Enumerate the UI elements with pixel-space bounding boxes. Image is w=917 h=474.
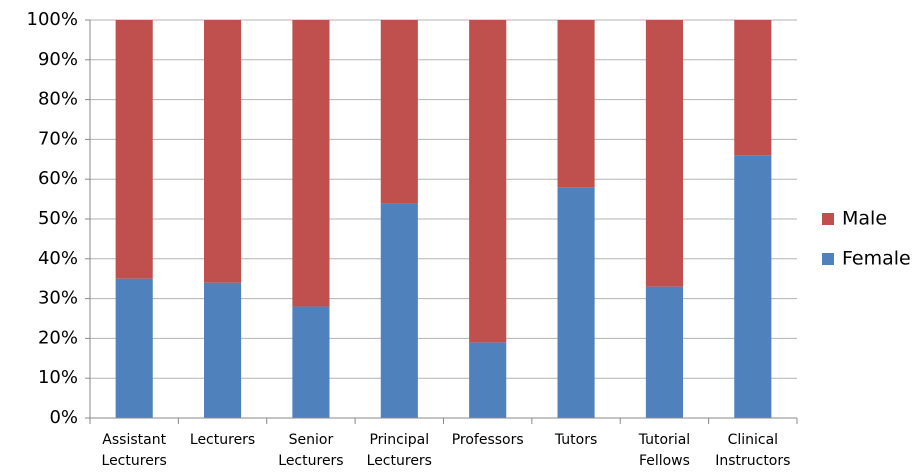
x-tick-label: Senior Lecturers — [278, 432, 344, 469]
bar-segment — [292, 306, 330, 418]
y-tick-label: 50% — [38, 208, 78, 229]
bar-segment — [115, 20, 153, 279]
y-tick-label: 90% — [38, 49, 78, 70]
y-tick-label: 0% — [49, 407, 78, 428]
x-tick-label: Tutorial Fellows — [638, 432, 691, 469]
legend-swatch — [822, 213, 834, 225]
x-tick-label: Professors — [451, 432, 524, 448]
y-tick-label: 20% — [38, 327, 78, 348]
legend-swatch — [822, 253, 834, 265]
bar-segment — [734, 20, 772, 156]
x-tick-label: Assistant Lecturers — [101, 432, 167, 469]
bar-segment — [557, 20, 595, 188]
bar-segment — [204, 20, 242, 283]
bar-segment — [469, 342, 507, 418]
x-tick-label: Clinical Instructors — [715, 432, 791, 469]
bar-segment — [115, 278, 153, 418]
y-tick-label: 60% — [38, 168, 78, 189]
legend-label: Female — [842, 248, 911, 270]
bar-segment — [645, 20, 683, 287]
bar-segment — [645, 286, 683, 418]
legend-label: Male — [842, 208, 887, 230]
y-tick-label: 10% — [38, 367, 78, 388]
bar-segment — [380, 203, 418, 418]
bar-segment — [292, 20, 330, 307]
y-tick-label: 80% — [38, 89, 78, 110]
y-tick-label: 30% — [38, 288, 78, 309]
bar-segment — [380, 20, 418, 204]
x-tick-label: Tutors — [554, 432, 598, 448]
bar-segment — [469, 20, 507, 343]
y-tick-label: 70% — [38, 128, 78, 149]
y-tick-label: 40% — [38, 248, 78, 269]
bar-segment — [557, 187, 595, 418]
y-tick-label: 100% — [27, 9, 78, 30]
bar-segment — [734, 155, 772, 418]
x-tick-label: Principal Lecturers — [366, 432, 432, 469]
bar-segment — [204, 282, 242, 418]
x-tick-label: Lecturers — [189, 432, 256, 448]
